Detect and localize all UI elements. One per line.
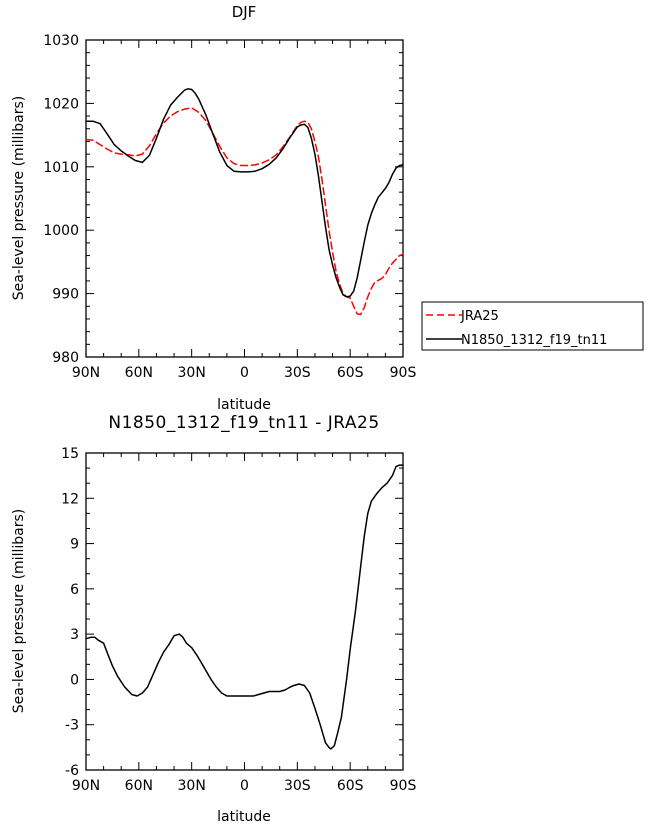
y-axis-ticks: 980 990 1000 1010 1020 1030 [43,33,403,366]
x-tick-label: 90N [72,365,100,381]
x-tick-label: 30S [284,365,311,381]
x-tick-label: 90N [72,778,100,794]
chart-title: DJF [232,3,257,21]
legend-label-jra25: JRA25 [460,309,499,324]
x-tick-label: 0 [240,365,249,381]
slp-djf-chart: DJF 90N 60N 30N 0 30S 60S 90S 980 990 1000 1010 10… [11,3,644,413]
slp-difference-chart: N1850_1312_f19_tn11 - JRA25 90N 60N 30N 0 30… [11,413,416,825]
y-axis-label: Sea-level pressure (millibars) [11,96,27,300]
plot-frame [85,39,404,358]
series-lines [85,88,404,316]
y-tick-label: 1020 [43,96,79,112]
x-tick-label: 90S [390,365,417,381]
y-tick-label: 3 [70,627,79,643]
y-tick-label: 12 [61,491,79,507]
x-axis-label: latitude [217,809,271,825]
y-tick-label: 0 [70,672,79,688]
x-tick-label: 30S [284,778,311,794]
legend-label-model: N1850_1312_f19_tn11 [461,333,607,348]
x-tick-label: 60S [337,365,364,381]
y-tick-label: -3 [65,718,79,734]
y-axis-ticks: -6 -3 0 3 6 9 12 15 [61,446,403,779]
x-tick-label: 90S [390,778,417,794]
chart-title: N1850_1312_f19_tn11 - JRA25 [108,413,379,433]
x-axis-ticks: 90N 60N 30N 0 30S 60S 90S [72,40,417,381]
y-tick-label: 990 [52,287,79,303]
legend: JRA25 N1850_1312_f19_tn11 [421,301,644,351]
x-tick-label: 30N [178,778,206,794]
x-axis-ticks: 90N 60N 30N 0 30S 60S 90S [72,453,417,794]
y-tick-label: -6 [65,763,79,779]
y-tick-label: 980 [52,350,79,366]
x-tick-label: 0 [240,778,249,794]
series-line-1 [85,88,404,298]
y-tick-label: 1010 [43,160,79,176]
series-lines [85,464,404,750]
y-tick-label: 6 [70,582,79,598]
series-line-0 [85,107,404,316]
x-tick-label: 60N [125,365,153,381]
x-tick-label: 60S [337,778,364,794]
x-tick-label: 30N [178,365,206,381]
y-axis-label: Sea-level pressure (millibars) [11,509,27,713]
x-axis-label: latitude [217,397,271,413]
series-line-0 [85,464,404,750]
y-tick-label: 1030 [43,33,79,49]
y-tick-label: 1000 [43,223,79,239]
x-tick-label: 60N [125,778,153,794]
y-tick-label: 9 [70,537,79,553]
y-tick-label: 15 [61,446,79,462]
legend-box [421,301,644,351]
